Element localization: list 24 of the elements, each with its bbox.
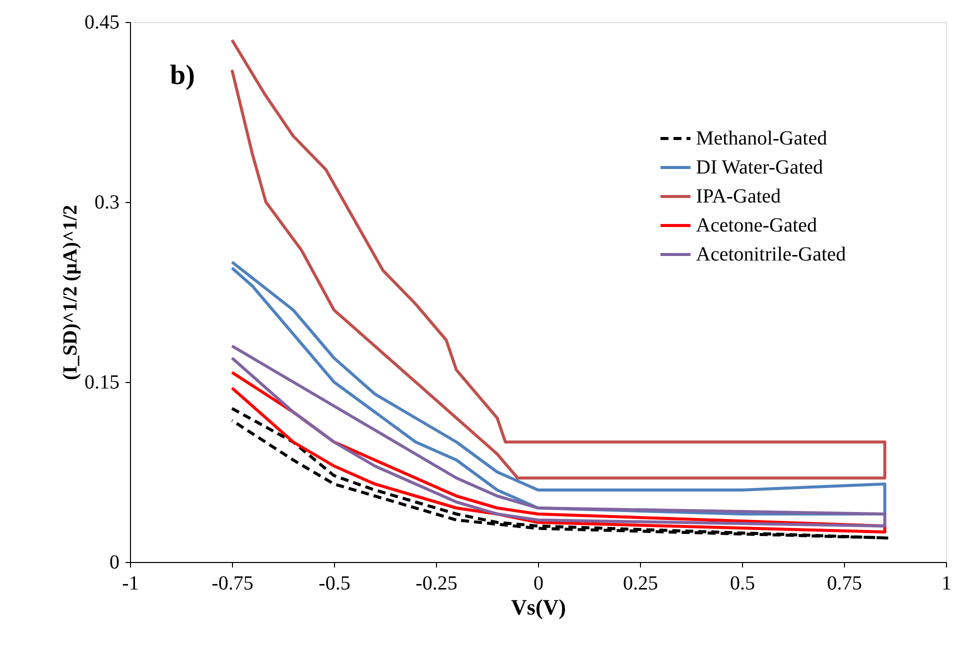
y-tick-label: 0.45 xyxy=(84,12,120,34)
x-tick-label: -0.5 xyxy=(318,572,350,594)
legend-label: Acetonitrile-Gated xyxy=(696,244,846,266)
x-tick-label: 1 xyxy=(942,572,952,594)
x-tick-label: 0.25 xyxy=(623,572,658,594)
y-tick-label: 0.3 xyxy=(94,192,120,214)
x-tick-label: 0.5 xyxy=(730,572,755,594)
line-series xyxy=(230,344,886,528)
legend-label: Acetone-Gated xyxy=(696,214,818,236)
y-tick-label: 0.15 xyxy=(84,372,120,394)
x-axis-title: Vs(V) xyxy=(511,594,566,620)
line-series xyxy=(230,406,890,540)
y-axis-title: (I_SD)^1/2 (µA)^1/2 xyxy=(60,204,82,380)
x-tick-label: -0.25 xyxy=(416,572,458,594)
line-series xyxy=(230,38,886,480)
x-tick-label: -0.75 xyxy=(212,572,254,594)
x-tick-label: 0 xyxy=(534,572,544,594)
legend-label: IPA-Gated xyxy=(696,186,781,208)
annotation: b) xyxy=(170,60,195,91)
x-tick-label: 0.75 xyxy=(827,572,862,594)
legend-label: DI Water-Gated xyxy=(696,156,824,178)
x-tick-label: -1 xyxy=(122,572,139,594)
y-tick-label: 0 xyxy=(110,552,120,574)
legend-label: Methanol-Gated xyxy=(696,128,828,150)
